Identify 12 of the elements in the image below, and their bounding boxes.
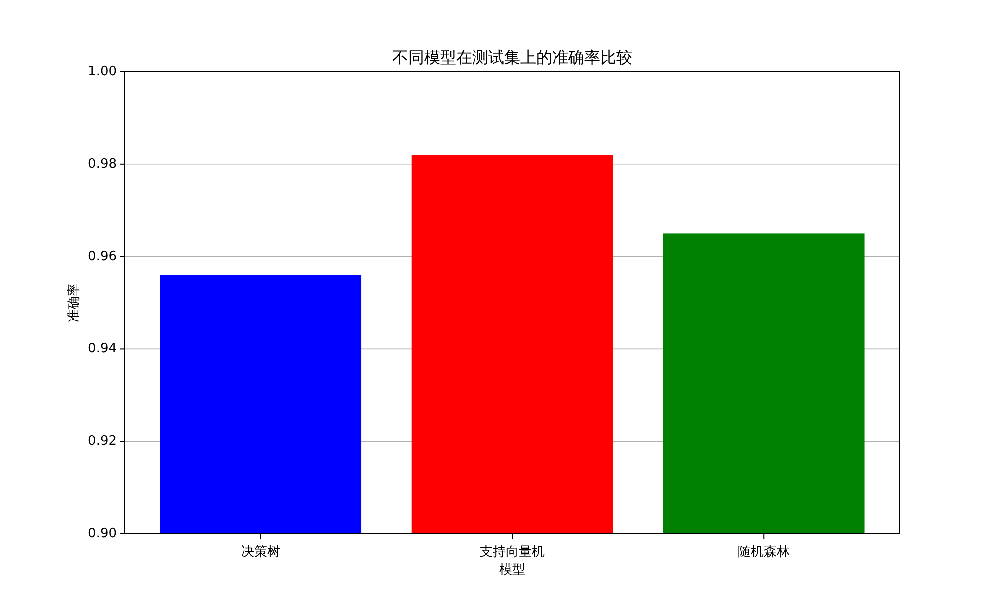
x-axis-title: 模型 bbox=[500, 563, 526, 578]
x-tick-label: 支持向量机 bbox=[480, 545, 545, 560]
y-tick-label: 0.90 bbox=[88, 526, 117, 542]
y-tick-label: 0.92 bbox=[88, 434, 117, 450]
x-tick-label: 决策树 bbox=[241, 545, 280, 560]
y-axis-title: 准确率 bbox=[66, 284, 82, 322]
chart-title: 不同模型在测试集上的准确率比较 bbox=[392, 48, 632, 67]
y-tick-label: 0.98 bbox=[88, 156, 117, 172]
x-tick-label: 随机森林 bbox=[738, 545, 790, 560]
y-tick-label: 0.94 bbox=[88, 342, 117, 357]
y-tick-label: 1.00 bbox=[88, 64, 117, 80]
y-tick-label: 0.96 bbox=[88, 249, 117, 264]
